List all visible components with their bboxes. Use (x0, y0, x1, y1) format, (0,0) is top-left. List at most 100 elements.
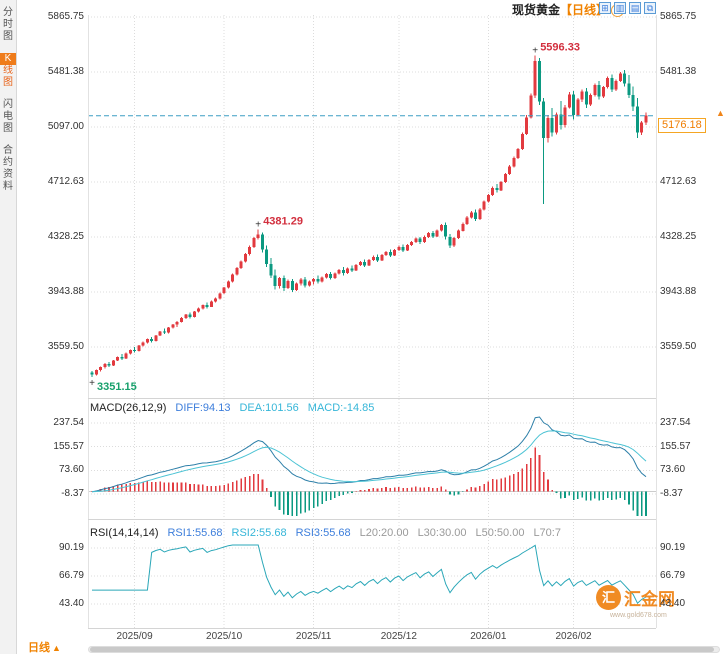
panel-layout-icon[interactable]: ▤ (629, 2, 641, 14)
panel-separator (88, 628, 656, 629)
rsi-line (92, 544, 647, 605)
macd-name: MACD(26,12,9) (90, 402, 167, 414)
period-tag: 【日线】 (560, 3, 609, 17)
price-annotations: +5596.33+ 4381.29+ 3351.15 (89, 42, 580, 393)
chart-scrollbar[interactable] (88, 646, 720, 653)
panel-separator (88, 398, 656, 399)
annotation-price-label: 4381.29 (263, 215, 303, 227)
annotation-marker: + (532, 46, 538, 57)
price-axis-label-left: 4328.25 (47, 231, 84, 242)
price-axis-label-left: 3559.50 (47, 341, 84, 352)
sidebar-tab-char: 时 (3, 19, 13, 30)
huijin-logo-icon: 汇 (596, 585, 621, 610)
macd-axis-label-right: 155.57 (660, 440, 691, 452)
rsi-value: L70:7 (533, 527, 561, 539)
sidebar-tab-char: 线 (3, 65, 13, 76)
price-axis-label-right: 5865.75 (660, 11, 697, 22)
sidebar-tab-char: 图 (3, 31, 13, 42)
sidebar-tab-char: K (0, 53, 16, 65)
macd-label-row: MACD(26,12,9) DIFF:94.13 DEA:101.56 MACD:-1… (90, 402, 383, 414)
sidebar-tab-char: 图 (3, 77, 13, 88)
grid-layout-icon[interactable]: ⊞ (599, 2, 611, 14)
macd-value: MACD:-14.85 (307, 402, 375, 414)
annotation-marker: + (255, 219, 261, 230)
rsi-value: L50:50.00 (475, 527, 525, 539)
footer-period-label: 日线 (28, 642, 50, 654)
macd-axis-label-right: -8.37 (660, 488, 683, 500)
rsi-value: L20:20.00 (359, 527, 409, 539)
sidebar-tab-4[interactable]: 合约资料 (0, 145, 16, 193)
macd-value: DIFF:94.13 (175, 402, 231, 414)
current-price-badge: 5176.18 (658, 118, 706, 133)
plot-left-border (88, 15, 89, 628)
macd-axis-label-left: 237.54 (53, 417, 84, 428)
candlestick-series (90, 55, 648, 377)
annotation-price-label: 5596.33 (540, 42, 580, 54)
panel-separator (88, 519, 656, 520)
x-axis-month-label: 2026/02 (555, 631, 592, 642)
macd-axis-label-left: 155.57 (53, 440, 84, 452)
plot-right-border (656, 15, 657, 628)
rsi-axis-label-right: 90.19 (660, 542, 686, 553)
sidebar-tab-char: 合 (3, 145, 13, 156)
rsi-value: RSI1:55.68 (167, 527, 223, 539)
sidebar-tab-char: 图 (3, 123, 13, 134)
rsi-value: L30:30.00 (417, 527, 467, 539)
annotation-marker: + (89, 378, 95, 389)
price-axis-label-left: 3943.88 (47, 286, 84, 297)
sidebar-tab-char: 资 (3, 169, 13, 180)
sidebar-tab-char: 分 (3, 7, 13, 18)
rsi-axis-label-right: 66.79 (660, 570, 686, 581)
sidebar-tab-char: 料 (3, 181, 13, 192)
price-axis-label-left: 5865.75 (47, 11, 84, 22)
footer-period-selector[interactable]: 日线 ▲ (28, 639, 61, 654)
rsi-axis-label-left: 66.79 (58, 570, 84, 581)
sidebar-tab-char: 电 (3, 111, 13, 122)
rsi-label-row: RSI(14,14,14) RSI1:55.68 RSI2:55.68 RSI3:55… (90, 527, 570, 539)
rsi-axis-label-left: 43.40 (58, 598, 84, 609)
x-axis-month-label: 2025/10 (206, 631, 243, 642)
x-axis-month-label: 2025/11 (295, 631, 332, 642)
symbol-name: 现货黄金 (512, 3, 561, 17)
macd-diff-line (91, 416, 647, 493)
macd-axis-label-right: 73.60 (660, 464, 686, 476)
annotation-price-label: 3351.15 (97, 381, 137, 393)
price-axis-label-left: 4712.63 (47, 176, 84, 187)
sidebar-tab-char: 闪 (3, 99, 13, 110)
price-axis-label-right: 5481.38 (660, 66, 697, 77)
sidebar-tab-1[interactable]: 分时图 (0, 7, 16, 43)
price-axis-label-right: 4712.63 (660, 176, 697, 187)
rsi-axis-label-right: 43.40 (660, 598, 686, 609)
x-axis-month-label: 2025/12 (380, 631, 417, 642)
expand-icon[interactable]: ⧉ (644, 2, 656, 14)
price-axis-label-left: 5481.38 (47, 66, 84, 77)
price-axis-label-right: 3943.88 (660, 286, 697, 297)
price-axis-label-right: 3559.50 (660, 341, 697, 352)
macd-axis-label-left: -8.37 (61, 488, 84, 500)
rsi-value: RSI3:55.68 (295, 527, 351, 539)
macd-axis-label-right: 237.54 (660, 417, 691, 428)
price-direction-arrow-icon: ▲ (716, 108, 725, 118)
x-axis-month-label: 2026/01 (470, 631, 507, 642)
macd-axis-label-left: 73.60 (58, 464, 84, 476)
rsi-value: RSI2:55.68 (231, 527, 287, 539)
macd-histogram (91, 447, 647, 516)
x-axis-month-label: 2025/09 (116, 631, 153, 642)
footer-period-arrow-icon: ▲ (52, 643, 61, 653)
chart-toolbar: ⊞ ▥ ▤ ⧉ (599, 2, 656, 14)
macd-value: DEA:101.56 (239, 402, 299, 414)
rsi-axis-label-left: 90.19 (58, 542, 84, 553)
scrollbar-thumb[interactable] (90, 647, 714, 652)
watermark-url: www.gold678.com (610, 612, 667, 619)
sidebar-tab-char: 约 (3, 157, 13, 168)
price-axis-label-left: 5097.00 (47, 121, 84, 132)
macd-dea-line (91, 430, 647, 493)
price-axis-label-right: 4328.25 (660, 231, 697, 242)
rsi-name: RSI(14,14,14) (90, 527, 159, 539)
sidebar-tab-3[interactable]: 闪电图 (0, 99, 16, 135)
split-pane-icon[interactable]: ▥ (614, 2, 626, 14)
